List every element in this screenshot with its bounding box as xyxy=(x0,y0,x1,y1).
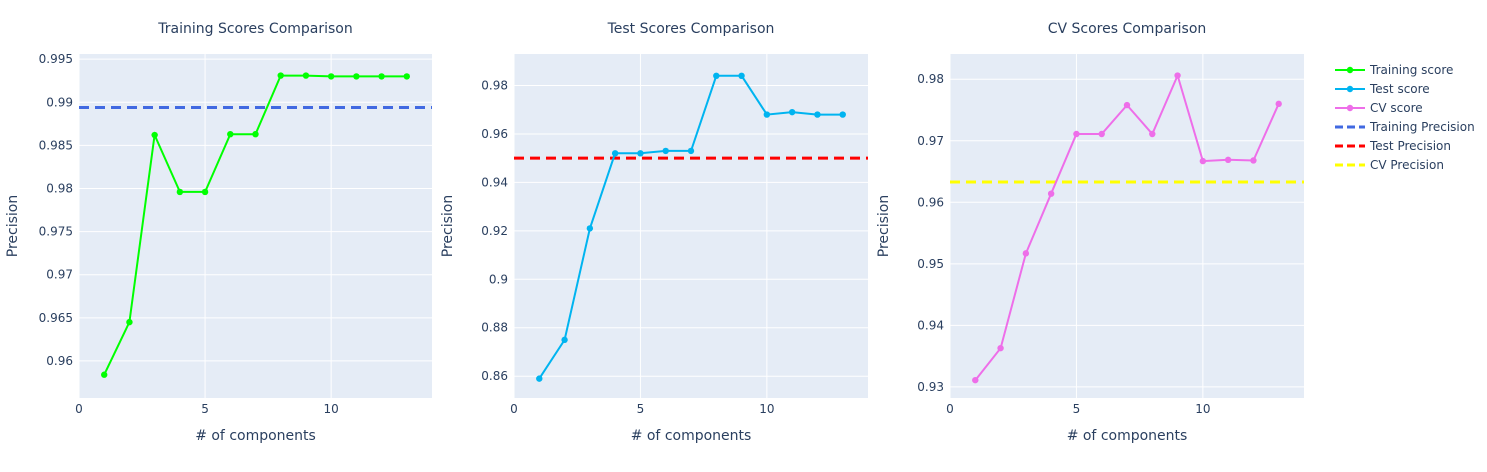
chart-2-ytick-label: 0.96 xyxy=(481,127,508,141)
legend-swatch-marker xyxy=(1346,85,1354,93)
chart-2-data-point xyxy=(814,111,821,118)
chart-3-data-point xyxy=(1224,156,1232,164)
chart-1-data-point xyxy=(201,188,209,196)
chart-2-yaxis-title: Precision xyxy=(440,195,456,257)
chart-1-ytick-label: 0.975 xyxy=(39,225,73,239)
chart-3-xtick-label: 5 xyxy=(1073,402,1081,416)
chart-2-data-point xyxy=(611,150,619,157)
chart-3-data-point xyxy=(972,376,979,384)
chart-1-data-point xyxy=(252,130,259,138)
chart-2-ytick-label: 0.86 xyxy=(481,369,508,383)
chart-3-ytick-label: 0.96 xyxy=(917,195,944,209)
chart-1-ytick-label: 0.985 xyxy=(39,138,73,152)
chart-2-data-point xyxy=(561,336,568,344)
chart-1-data-point xyxy=(277,72,284,79)
chart-3-data-point xyxy=(1250,157,1257,164)
chart-3-data-point xyxy=(1199,157,1207,165)
legend: Training score Test score CV score Training… xyxy=(1335,63,1475,172)
chart-2-xtick-label: 10 xyxy=(759,402,774,416)
chart-3-yaxis-title: Precision xyxy=(876,195,892,257)
legend-label: CV Precision xyxy=(1370,158,1444,172)
chart-2-data-point xyxy=(839,111,846,118)
chart-1-data-point xyxy=(176,188,184,196)
chart-3-plot-area xyxy=(950,54,1304,398)
chart-1-xaxis-title: # of components xyxy=(195,428,316,444)
chart-2-data-point xyxy=(637,150,644,157)
chart-2-data-point xyxy=(763,111,771,118)
chart-2-data-point xyxy=(687,147,695,155)
chart-2-data-point xyxy=(788,108,796,116)
chart-2-data-point xyxy=(713,72,720,80)
chart-2-ytick-label: 0.9 xyxy=(489,272,508,286)
legend-swatch-marker xyxy=(1346,104,1354,112)
chart-1-data-point xyxy=(302,72,310,79)
chart-1-ytick-label: 0.98 xyxy=(46,181,73,195)
chart-3-ytick-label: 0.98 xyxy=(917,72,944,86)
chart-1-xtick-label: 0 xyxy=(75,402,83,416)
chart-3-title: CV Scores Comparison xyxy=(1048,21,1207,37)
chart-3-data-point xyxy=(1275,100,1282,108)
chart-1-ytick-label: 0.995 xyxy=(39,52,73,66)
chart-3-xtick-label: 0 xyxy=(946,402,954,416)
chart-2-data-point xyxy=(586,225,594,232)
chart-1-plot-area xyxy=(79,54,432,398)
chart-2-ytick-label: 0.92 xyxy=(481,224,508,238)
chart-1-ytick-label: 0.96 xyxy=(46,354,73,368)
chart-2-data-point xyxy=(738,72,745,80)
chart-2-ytick-label: 0.88 xyxy=(481,321,508,335)
chart-1-data-point xyxy=(151,131,158,139)
chart-1-data-point xyxy=(403,73,410,80)
chart-3-data-point xyxy=(1073,130,1080,138)
chart-3-ytick-label: 0.93 xyxy=(917,380,944,394)
chart-2-title: Test Scores Comparison xyxy=(607,21,775,37)
chart-1-data-point xyxy=(327,73,335,80)
chart-3-xtick-label: 10 xyxy=(1195,402,1210,416)
chart-3-data-point xyxy=(1123,101,1131,109)
chart-1-data-point xyxy=(101,371,108,378)
chart-1-ytick-label: 0.97 xyxy=(46,268,73,282)
chart-2-data-point xyxy=(536,375,543,382)
chart-1-yaxis-title: Precision xyxy=(5,195,21,257)
chart-2-data-point xyxy=(662,147,669,155)
chart-1-xtick-label: 10 xyxy=(324,402,339,416)
chart-1-data-point xyxy=(378,73,385,80)
chart-3-data-point xyxy=(1022,250,1030,257)
chart-3-data-point xyxy=(1149,130,1156,138)
chart-1-ytick-label: 0.99 xyxy=(46,95,73,109)
chart-3-xaxis-title: # of components xyxy=(1067,428,1188,444)
chart-1-data-point xyxy=(126,318,133,326)
chart-3-data-point xyxy=(997,344,1004,352)
chart-1-title: Training Scores Comparison xyxy=(157,21,352,37)
legend-swatch-marker xyxy=(1346,66,1354,74)
legend-label: CV score xyxy=(1370,101,1423,115)
legend-label: Training Precision xyxy=(1369,120,1475,134)
chart-2-xtick-label: 5 xyxy=(637,402,645,416)
chart-3-ytick-label: 0.95 xyxy=(917,257,944,271)
chart-2-plot-area xyxy=(514,54,868,398)
chart-2-ytick-label: 0.98 xyxy=(481,78,508,92)
legend-label: Training score xyxy=(1369,63,1453,77)
chart-1-data-point xyxy=(227,130,234,138)
chart-2-xtick-label: 0 xyxy=(510,402,518,416)
chart-2-xaxis-title: # of components xyxy=(631,428,752,444)
legend-label: Test Precision xyxy=(1369,139,1451,153)
chart-3-data-point xyxy=(1174,72,1181,79)
chart-3-data-point xyxy=(1047,190,1055,197)
chart-1-xtick-label: 5 xyxy=(201,402,209,416)
chart-3-ytick-label: 0.97 xyxy=(917,134,944,148)
legend-label: Test score xyxy=(1369,82,1430,96)
chart-3-data-point xyxy=(1098,130,1105,138)
chart-1-ytick-label: 0.965 xyxy=(39,311,73,325)
chart-3-ytick-label: 0.94 xyxy=(917,318,944,332)
chart-1-data-point xyxy=(353,73,360,80)
chart-2-ytick-label: 0.94 xyxy=(481,175,508,189)
